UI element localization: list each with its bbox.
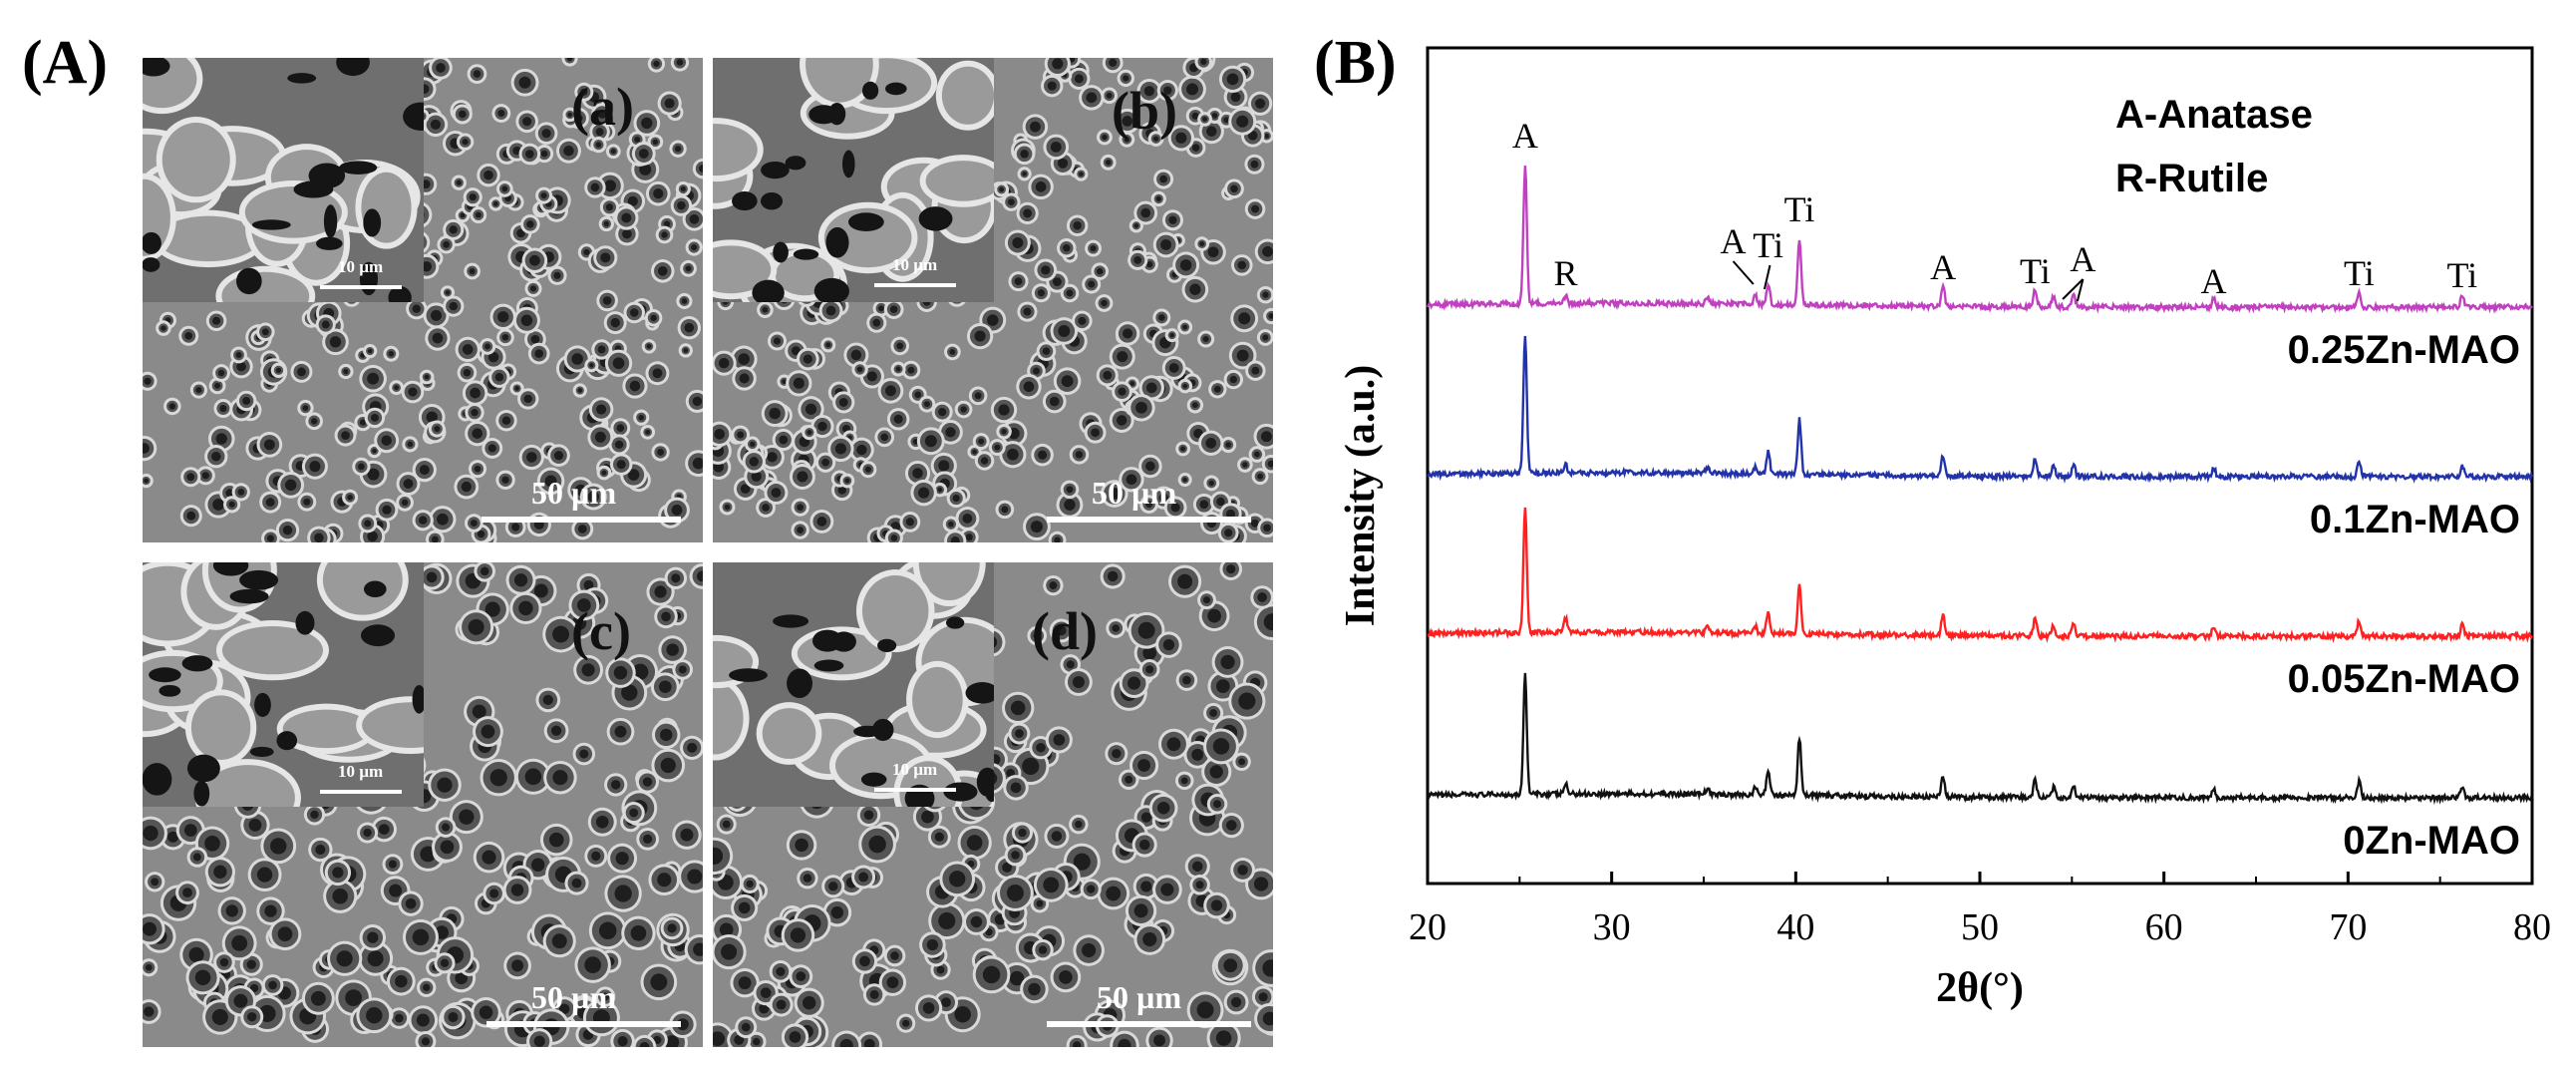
peak-label: Ti xyxy=(2344,253,2375,293)
legend-text: R-Rutile xyxy=(2115,157,2268,200)
peak-label: A xyxy=(1930,247,1956,287)
peak-arrow xyxy=(1763,264,1771,290)
sem-image-a: (a) 10 µm 50 µm xyxy=(143,58,703,542)
peak-label: A xyxy=(2070,239,2095,279)
panel-a-label: (A) xyxy=(22,29,109,97)
sem-tag-c: (c) xyxy=(571,601,631,661)
sem-tag-b: (b) xyxy=(1112,81,1177,141)
series-label: 0Zn-MAO xyxy=(2343,819,2520,863)
peak-label: Ti xyxy=(1784,189,1815,229)
inset-scale-bar-d xyxy=(874,788,956,792)
sem-inset-b xyxy=(713,58,994,302)
x-tick-label: 40 xyxy=(1776,906,1814,948)
peak-label: A xyxy=(1512,116,1538,156)
sem-image-b: (b) 10 µm 50 µm xyxy=(713,58,1273,542)
peak-label: R xyxy=(1553,253,1577,293)
y-axis-label: Intensity (a.u.) xyxy=(1338,365,1384,627)
series-line xyxy=(1426,166,2533,314)
panel-b-label: (B) xyxy=(1314,29,1397,97)
sem-tag-a: (a) xyxy=(571,77,634,137)
sem-scale-bar-c xyxy=(486,1021,681,1027)
series-line xyxy=(1427,335,2534,485)
sem-image-c: (c) 10 µm 50 µm xyxy=(143,562,703,1047)
series-label: 0.05Zn-MAO xyxy=(2288,657,2520,701)
x-tick-label: 20 xyxy=(1409,906,1447,948)
inset-scale-label-c: 10 µm xyxy=(338,762,384,781)
legend-text: A-Anatase xyxy=(2115,93,2313,137)
sem-inset-c xyxy=(143,562,424,807)
sem-inset-d xyxy=(713,562,994,807)
plot-frame xyxy=(1426,46,2534,886)
sem-scale-label-c: 50 µm xyxy=(531,979,617,1015)
peak-label: Ti xyxy=(1753,225,1783,265)
x-tick-label: 60 xyxy=(2145,906,2183,948)
inset-scale-label-b: 10 µm xyxy=(892,255,938,274)
sem-inset-texture xyxy=(713,562,994,807)
sem-inset-texture xyxy=(143,562,424,807)
series-line xyxy=(1426,672,2533,806)
sem-scale-bar-a xyxy=(482,517,681,523)
peak-label: Ti xyxy=(2446,255,2477,295)
x-axis-label: 2θ(°) xyxy=(1936,965,2024,1011)
peak-label: Ti xyxy=(2020,251,2051,291)
inset-scale-bar-a xyxy=(320,285,402,289)
series-label: 0.25Zn-MAO xyxy=(2288,328,2520,372)
sem-scale-bar-d xyxy=(1047,1021,1251,1027)
series-label: 0.1Zn-MAO xyxy=(2310,498,2520,541)
sem-inset-a xyxy=(143,58,424,302)
x-tick-label: 70 xyxy=(2329,906,2367,948)
x-tick-label: 30 xyxy=(1593,906,1631,948)
series-line xyxy=(1427,507,2534,644)
peak-arrow xyxy=(2076,278,2085,302)
sem-inset-texture xyxy=(713,58,994,302)
x-tick-label: 80 xyxy=(2513,906,2551,948)
inset-scale-bar-b xyxy=(874,283,956,287)
inset-scale-bar-c xyxy=(320,790,402,794)
inset-scale-label-a: 10 µm xyxy=(338,257,384,276)
sem-scale-bar-b xyxy=(1047,517,1251,523)
sem-inset-texture xyxy=(143,58,424,302)
peak-arrow xyxy=(2062,278,2085,300)
peak-label: A xyxy=(1721,221,1747,261)
sem-tag-d: (d) xyxy=(1032,601,1098,661)
sem-scale-label-b: 50 µm xyxy=(1092,475,1177,511)
sem-scale-label-d: 50 µm xyxy=(1097,979,1182,1015)
peak-label: A xyxy=(2201,261,2227,301)
inset-scale-label-d: 10 µm xyxy=(892,760,938,779)
sem-image-d: (d) 10 µm 50 µm xyxy=(713,562,1273,1047)
x-tick-label: 50 xyxy=(1961,906,1999,948)
sem-scale-label-a: 50 µm xyxy=(531,475,617,511)
peak-arrow xyxy=(1732,260,1755,285)
